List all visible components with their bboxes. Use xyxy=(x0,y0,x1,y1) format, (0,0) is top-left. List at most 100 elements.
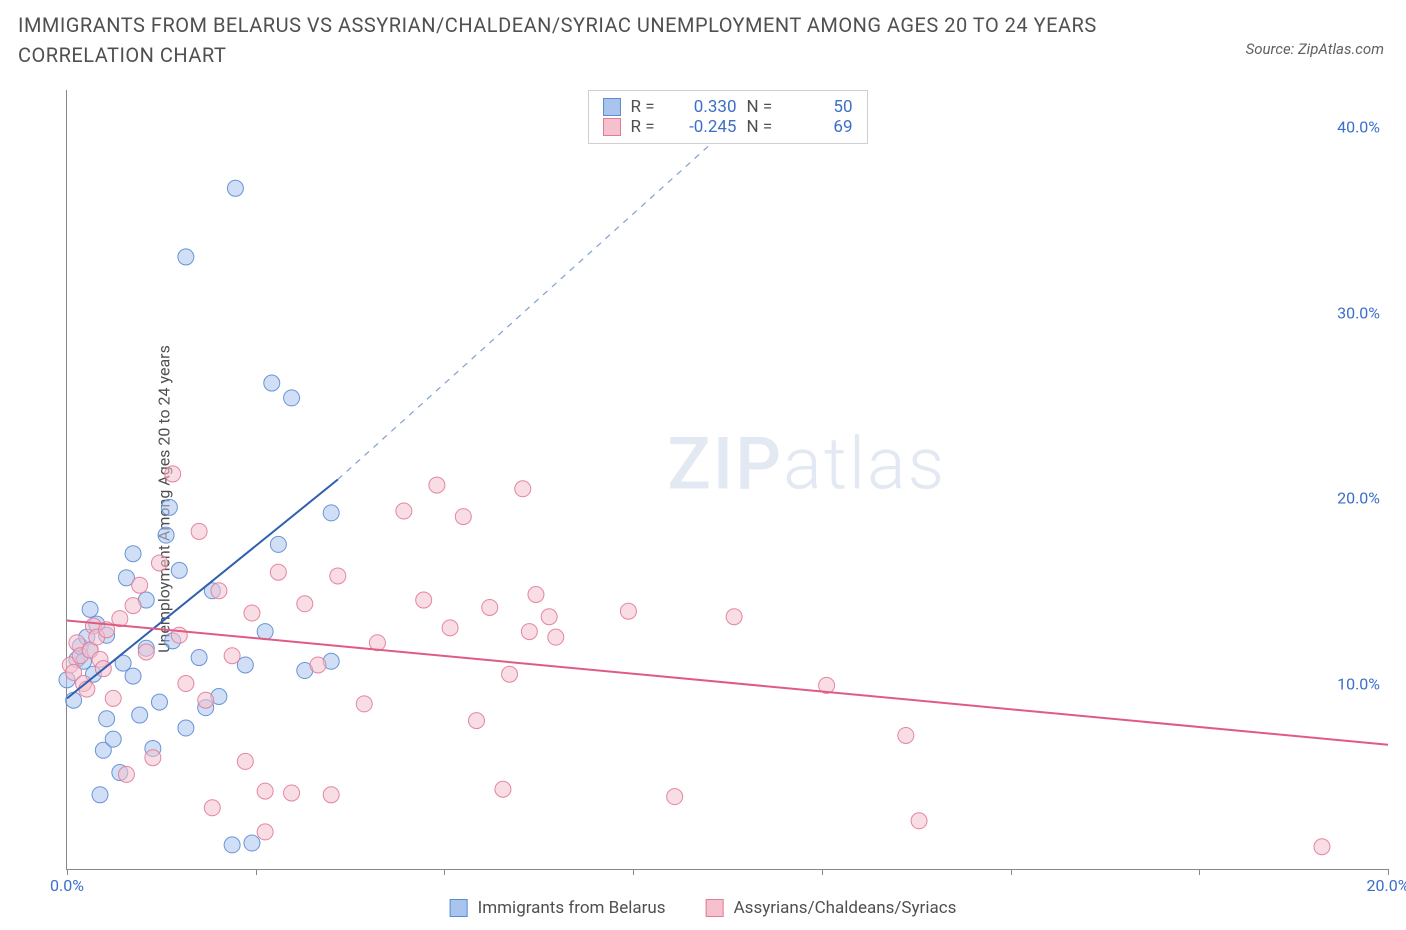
legend-label-series2: Assyrians/Chaldeans/Syriacs xyxy=(734,898,957,918)
data-point xyxy=(125,598,141,614)
y-tick-label: 30.0% xyxy=(1337,303,1380,322)
data-point xyxy=(138,644,154,660)
data-point xyxy=(151,694,167,710)
data-point xyxy=(105,731,121,747)
data-point xyxy=(244,835,260,851)
data-point xyxy=(132,577,148,593)
data-point xyxy=(178,720,194,736)
data-point xyxy=(191,523,207,539)
legend-row-series1: R = 0.330 N = 50 xyxy=(603,97,853,117)
data-point xyxy=(118,766,134,782)
source-credit: Source: ZipAtlas.com xyxy=(1246,40,1384,58)
data-point xyxy=(191,650,207,666)
data-point xyxy=(224,837,240,853)
data-point xyxy=(151,555,167,571)
x-tick-mark xyxy=(256,869,257,875)
data-point xyxy=(528,586,544,602)
data-point xyxy=(161,499,177,515)
trend-line xyxy=(67,480,338,699)
data-point xyxy=(198,692,214,708)
data-point xyxy=(264,375,280,391)
r-value-series1: 0.330 xyxy=(675,97,737,117)
legend-swatch-series1 xyxy=(603,98,621,116)
data-point xyxy=(257,624,273,640)
legend-swatch-series1-b xyxy=(450,899,468,917)
y-tick-label: 20.0% xyxy=(1337,489,1380,508)
x-tick-label: 0.0% xyxy=(50,876,84,895)
data-point xyxy=(620,603,636,619)
r-label: R = xyxy=(631,117,665,137)
x-tick-mark xyxy=(822,869,823,875)
data-point xyxy=(82,601,98,617)
data-point xyxy=(911,813,927,829)
data-point xyxy=(356,696,372,712)
legend-item-series2: Assyrians/Chaldeans/Syriacs xyxy=(706,898,957,918)
data-point xyxy=(178,676,194,692)
data-point xyxy=(469,713,485,729)
data-point xyxy=(323,505,339,521)
correlation-legend: R = 0.330 N = 50 R = -0.245 N = 69 xyxy=(588,90,868,144)
y-tick-label: 40.0% xyxy=(1337,118,1380,137)
data-point xyxy=(165,466,181,482)
data-point xyxy=(515,481,531,497)
data-point xyxy=(270,536,286,552)
data-point xyxy=(455,509,471,525)
data-point xyxy=(284,785,300,801)
r-value-series2: -0.245 xyxy=(675,117,737,137)
data-point xyxy=(284,390,300,406)
data-point xyxy=(66,692,82,708)
data-point xyxy=(204,800,220,816)
trend-line-extrapolated xyxy=(338,99,761,479)
data-point xyxy=(99,711,115,727)
data-point xyxy=(330,568,346,584)
chart-title: IMMIGRANTS FROM BELARUS VS ASSYRIAN/CHAL… xyxy=(18,10,1118,70)
data-point xyxy=(898,727,914,743)
legend-swatch-series2 xyxy=(603,118,621,136)
legend-label-series1: Immigrants from Belarus xyxy=(478,898,666,918)
data-point xyxy=(297,596,313,612)
data-point xyxy=(726,609,742,625)
y-tick-label: 10.0% xyxy=(1337,674,1380,693)
data-point xyxy=(257,783,273,799)
x-tick-mark xyxy=(633,869,634,875)
data-point xyxy=(125,668,141,684)
data-point xyxy=(237,753,253,769)
data-point xyxy=(310,657,326,673)
data-point xyxy=(482,599,498,615)
data-point xyxy=(158,527,174,543)
data-point xyxy=(125,546,141,562)
data-point xyxy=(227,180,243,196)
data-point xyxy=(270,564,286,580)
n-label: N = xyxy=(747,97,781,117)
x-tick-mark xyxy=(67,869,68,875)
data-point xyxy=(1314,839,1330,855)
x-tick-label: 20.0% xyxy=(1367,876,1406,895)
data-point xyxy=(548,629,564,645)
x-tick-mark xyxy=(1011,869,1012,875)
data-point xyxy=(667,789,683,805)
data-point xyxy=(171,562,187,578)
data-point xyxy=(502,666,518,682)
data-point xyxy=(323,787,339,803)
data-point xyxy=(495,781,511,797)
x-tick-mark xyxy=(1388,869,1389,875)
data-point xyxy=(257,824,273,840)
data-point xyxy=(178,249,194,265)
x-tick-mark xyxy=(1199,869,1200,875)
data-point xyxy=(416,592,432,608)
n-value-series2: 69 xyxy=(791,117,853,137)
data-point xyxy=(132,707,148,723)
data-point xyxy=(224,648,240,664)
data-point xyxy=(105,690,121,706)
data-point xyxy=(396,503,412,519)
data-point xyxy=(541,609,557,625)
legend-swatch-series2-b xyxy=(706,899,724,917)
chart-container: Unemployment Among Ages 20 to 24 years Z… xyxy=(18,80,1388,918)
data-point xyxy=(211,583,227,599)
n-label: N = xyxy=(747,117,781,137)
data-point xyxy=(521,624,537,640)
data-point xyxy=(429,477,445,493)
data-point xyxy=(145,750,161,766)
legend-item-series1: Immigrants from Belarus xyxy=(450,898,666,918)
data-point xyxy=(244,605,260,621)
